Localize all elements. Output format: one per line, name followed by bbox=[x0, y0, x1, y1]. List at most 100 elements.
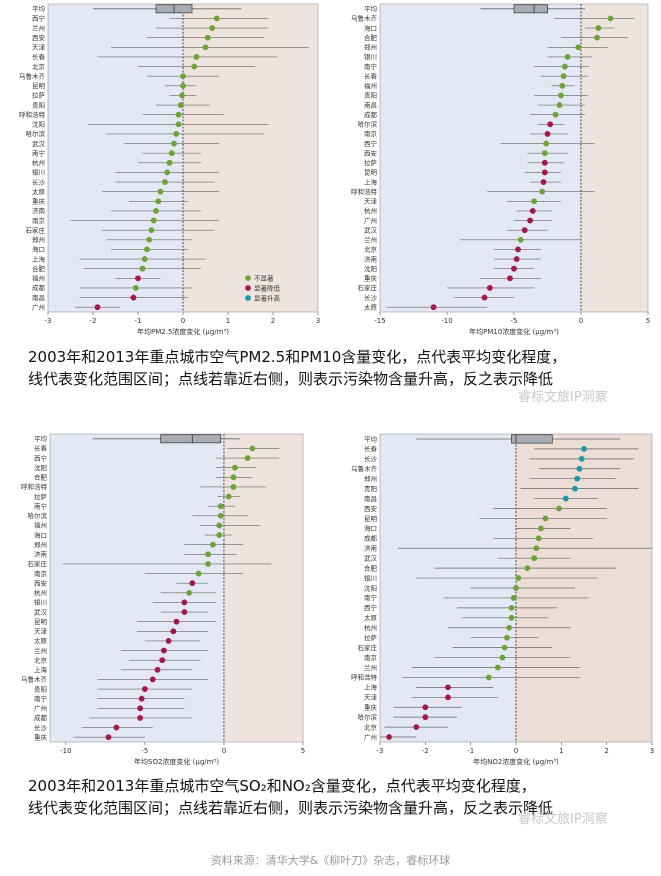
city-label: 乌鲁木齐 bbox=[19, 71, 46, 80]
x-tick-label: -2 bbox=[90, 317, 97, 325]
city-label: 海口 bbox=[32, 245, 45, 254]
mean-point bbox=[180, 82, 186, 89]
city-label: 成都 bbox=[364, 534, 378, 543]
mean-point bbox=[166, 159, 173, 166]
mean-point bbox=[186, 589, 193, 596]
city-label: 长春 bbox=[32, 52, 46, 61]
mean-point bbox=[162, 179, 168, 185]
mean-point bbox=[148, 227, 155, 234]
mean-point bbox=[594, 34, 600, 41]
decrease-region bbox=[50, 434, 224, 742]
mean-point bbox=[535, 535, 542, 542]
mean-point bbox=[515, 246, 521, 253]
mean-point bbox=[486, 285, 493, 291]
city-label: 北京 bbox=[364, 722, 378, 731]
city-label: 长沙 bbox=[364, 454, 378, 463]
mean-point bbox=[524, 565, 531, 572]
mean-point bbox=[209, 541, 216, 548]
city-label: 成都 bbox=[32, 283, 46, 292]
city-label: 长沙 bbox=[364, 293, 378, 302]
city-label: 武汉 bbox=[364, 553, 378, 562]
so2-forest-plot: 平均长春西宁沈阳合肥呼和浩特拉萨南宁哈尔滨福州海口郑州济南石家庄南京西安杭州银川… bbox=[21, 433, 305, 766]
pm25-chart: 平均 西宁 兰州 西安 天津 长春 北京 乌鲁木齐 昆明 拉萨 贵阳 呼和浩特 沈阳 哈尔滨 武汉 南宁 杭州银… bbox=[0, 0, 320, 336]
city-label: 西宁 bbox=[32, 14, 46, 23]
city-label: 福州 bbox=[364, 81, 377, 90]
legend-label: 显著升高 bbox=[254, 293, 281, 302]
mean-point bbox=[445, 684, 451, 691]
city-label: 昆明 bbox=[364, 515, 378, 523]
city-label: 南昌 bbox=[364, 100, 377, 109]
mean-point bbox=[204, 34, 211, 41]
x-axis-title: 年均PM10浓度变化 (μg/m³) bbox=[469, 327, 559, 336]
mean-point bbox=[213, 15, 220, 22]
mean-point bbox=[541, 169, 548, 176]
mean-point bbox=[154, 666, 161, 673]
mean-point bbox=[141, 686, 148, 692]
decrease-region bbox=[48, 4, 183, 312]
mean-point bbox=[504, 634, 510, 641]
city-label: 乌鲁木齐 bbox=[351, 14, 378, 23]
x-tick-label: -15 bbox=[374, 317, 385, 325]
mean-point bbox=[113, 724, 120, 731]
mean-point bbox=[558, 92, 564, 99]
city-label: 广州 bbox=[364, 216, 377, 225]
city-label: 昆明 bbox=[32, 82, 46, 90]
mean-point bbox=[422, 704, 429, 711]
x-tick-label: -10 bbox=[60, 747, 71, 755]
city-label: 天津 bbox=[32, 44, 46, 52]
x-tick-label: 3 bbox=[650, 747, 654, 755]
city-label: 银川 bbox=[364, 573, 377, 582]
city-label: 上海 bbox=[364, 177, 378, 186]
summary-label: 平均 bbox=[364, 434, 378, 443]
legend-marker bbox=[245, 275, 251, 281]
mean-point bbox=[510, 595, 517, 601]
city-label: 上海 bbox=[364, 683, 378, 692]
city-label: 济南 bbox=[364, 254, 378, 263]
city-label: 沈阳 bbox=[364, 264, 377, 273]
mean-point bbox=[149, 676, 156, 683]
mean-point bbox=[209, 25, 216, 31]
mean-point bbox=[137, 715, 144, 721]
x-tick-label: 0 bbox=[579, 317, 583, 325]
pm10-chart: 平均 乌鲁木齐 海口 合肥 郑州 银川 南宁 长春 福州 贵阳 南昌 成都 哈尔滨 南京 西宁 西安 拉萨 昆明上… bbox=[330, 0, 650, 336]
mean-point bbox=[138, 695, 145, 702]
city-label: 合肥 bbox=[364, 33, 378, 42]
city-label: 郑州 bbox=[364, 44, 377, 52]
mean-point bbox=[153, 208, 159, 214]
city-label: 海口 bbox=[364, 524, 377, 533]
mean-point bbox=[556, 505, 562, 512]
x-tick-label: 0 bbox=[222, 747, 226, 755]
city-label: 西安 bbox=[32, 33, 46, 42]
no2-chart: 平均 长春 长沙 乌鲁木齐 郑州 贵阳 南昌 西安 昆明 海口 成都 济南 武汉 合肥 银川 沈阳 南宁 西宁 太原… bbox=[330, 430, 655, 766]
mean-point bbox=[581, 446, 587, 452]
city-label: 西宁 bbox=[34, 453, 48, 462]
mean-point bbox=[225, 493, 232, 500]
mean-point bbox=[531, 555, 538, 562]
mean-point bbox=[559, 82, 566, 89]
mean-point bbox=[244, 455, 251, 461]
city-label: 呼和浩特 bbox=[351, 187, 378, 196]
city-label: 太原 bbox=[32, 187, 46, 196]
city-label: 合肥 bbox=[34, 473, 48, 482]
mean-point bbox=[105, 734, 112, 741]
city-label: 海口 bbox=[34, 530, 47, 539]
city-label: 长沙 bbox=[34, 723, 48, 732]
mean-point bbox=[216, 532, 223, 538]
city-label: 长春 bbox=[364, 444, 378, 453]
plot-frame bbox=[49, 433, 304, 743]
watermark-top: 睿标文旅IP洞察 bbox=[518, 390, 608, 405]
mean-point bbox=[507, 275, 513, 282]
mean-point bbox=[513, 585, 519, 591]
mean-point bbox=[155, 198, 162, 205]
city-label: 南京 bbox=[364, 653, 378, 662]
mean-point bbox=[205, 561, 212, 567]
mean-point bbox=[181, 609, 188, 615]
x-axis-title: 年均NO2浓度变化 (μg/m³) bbox=[473, 757, 559, 766]
city-label: 银川 bbox=[364, 52, 377, 61]
mean-point bbox=[386, 734, 392, 740]
x-axis-title: 年均PM2.5浓度变化 (μg/m³) bbox=[137, 327, 229, 336]
city-label: 郑州 bbox=[364, 475, 377, 483]
x-tick-label: -3 bbox=[45, 317, 52, 325]
mean-point bbox=[173, 618, 180, 625]
city-label: 合肥 bbox=[364, 563, 378, 572]
